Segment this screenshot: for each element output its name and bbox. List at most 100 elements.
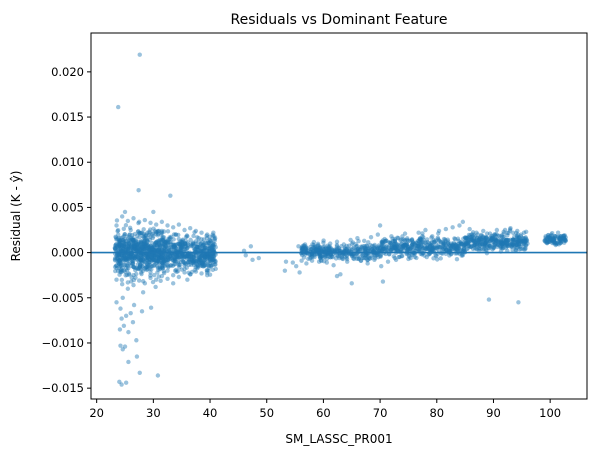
data-point <box>201 264 206 269</box>
data-point <box>515 235 521 240</box>
data-point <box>304 261 309 266</box>
data-point <box>494 244 500 249</box>
data-point <box>159 273 165 279</box>
data-point <box>207 255 213 260</box>
data-point <box>183 234 189 240</box>
data-point <box>196 235 201 241</box>
data-point <box>420 239 425 245</box>
data-point <box>523 235 528 240</box>
data-point <box>395 248 400 253</box>
data-point <box>371 245 377 250</box>
data-point <box>394 246 399 251</box>
data-point <box>112 245 118 251</box>
data-point <box>161 270 167 276</box>
data-point <box>326 246 332 252</box>
data-point <box>207 254 212 260</box>
data-point <box>185 234 190 239</box>
data-point <box>198 241 203 246</box>
data-point <box>361 245 367 251</box>
data-point <box>483 247 489 252</box>
data-point <box>334 246 340 252</box>
data-point <box>316 248 321 253</box>
data-point <box>121 239 127 245</box>
data-point <box>408 246 413 251</box>
data-point <box>189 254 194 259</box>
data-point <box>155 229 161 234</box>
data-point <box>384 248 390 253</box>
data-point <box>172 258 177 264</box>
data-point <box>130 240 136 245</box>
data-point <box>172 244 177 249</box>
data-point <box>517 241 522 247</box>
data-point <box>138 258 143 263</box>
data-point <box>392 245 397 250</box>
data-point <box>197 257 203 262</box>
data-point <box>179 267 185 272</box>
data-point <box>160 253 165 258</box>
data-point <box>117 239 123 244</box>
data-point <box>208 258 213 263</box>
data-point <box>185 245 190 251</box>
data-point <box>393 244 398 249</box>
data-point <box>161 261 166 266</box>
data-point <box>449 243 455 249</box>
data-point <box>394 247 399 252</box>
data-point <box>132 245 137 251</box>
data-point <box>147 262 153 268</box>
data-point <box>143 265 148 270</box>
data-point <box>483 240 489 245</box>
data-point <box>308 247 313 252</box>
data-point <box>562 233 568 238</box>
data-point <box>145 266 150 272</box>
data-point <box>162 243 168 248</box>
data-point <box>406 256 411 262</box>
data-point <box>438 244 443 250</box>
data-point <box>158 278 163 284</box>
data-point <box>458 247 464 252</box>
data-point <box>466 243 472 249</box>
data-point <box>179 245 184 251</box>
data-point <box>153 254 158 259</box>
data-point <box>127 233 132 238</box>
data-point <box>120 254 125 259</box>
data-point <box>155 259 161 264</box>
data-point <box>469 236 474 242</box>
data-point <box>179 244 185 249</box>
data-point <box>200 240 205 245</box>
data-point <box>312 244 318 249</box>
data-point <box>451 240 457 245</box>
data-point <box>454 244 460 250</box>
data-point <box>124 263 129 268</box>
data-point <box>130 258 135 264</box>
data-point <box>470 233 475 239</box>
data-point <box>173 232 179 237</box>
data-point <box>155 228 161 234</box>
data-point <box>416 241 421 247</box>
data-point <box>388 247 393 252</box>
data-point <box>468 232 473 238</box>
data-point <box>520 246 525 251</box>
data-point <box>143 232 149 237</box>
data-point <box>200 253 205 258</box>
data-point <box>505 243 510 248</box>
data-point <box>116 236 121 241</box>
data-point <box>117 241 123 247</box>
data-point <box>418 240 424 245</box>
data-point <box>409 252 415 257</box>
data-point <box>396 245 402 250</box>
data-point <box>344 256 350 262</box>
data-point <box>339 254 345 260</box>
data-point <box>156 242 161 247</box>
data-point <box>417 236 422 242</box>
data-point <box>393 242 398 247</box>
data-point <box>182 242 188 247</box>
data-point <box>462 242 468 247</box>
data-point <box>319 253 324 259</box>
data-point <box>178 254 183 260</box>
data-point <box>207 254 212 259</box>
data-point <box>323 246 328 251</box>
data-point <box>115 255 120 261</box>
data-point <box>496 242 501 248</box>
data-point <box>319 258 324 264</box>
data-point <box>130 235 135 240</box>
